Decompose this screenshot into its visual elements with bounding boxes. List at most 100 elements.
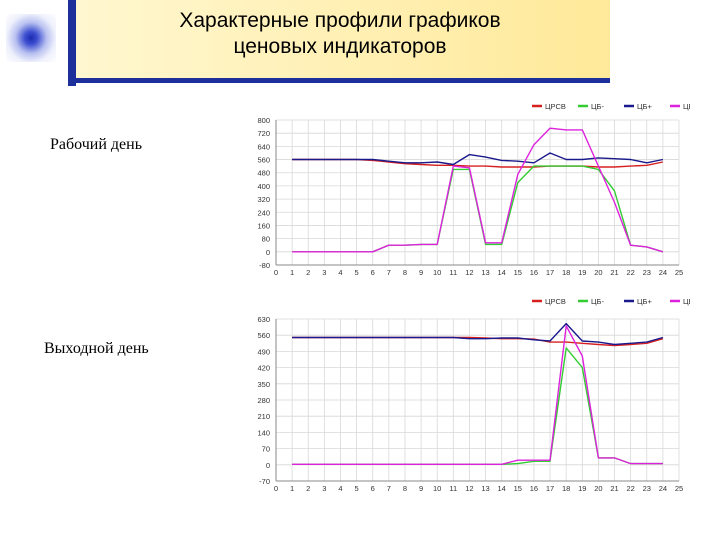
x-tick-label: 21 xyxy=(610,268,618,277)
x-tick-label: 9 xyxy=(419,268,423,277)
x-tick-label: 7 xyxy=(387,268,391,277)
page-title: Характерные профили графиков ценовых инд… xyxy=(100,8,580,60)
y-tick-label: 210 xyxy=(257,412,270,421)
y-tick-label: 560 xyxy=(257,156,270,165)
legend-label-ЦБР: ЦБР xyxy=(683,297,690,306)
x-tick-label: 10 xyxy=(433,484,441,493)
x-tick-label: 0 xyxy=(274,268,278,277)
x-tick-label: 13 xyxy=(481,268,489,277)
weekend-label: Выходной день xyxy=(44,340,149,357)
x-tick-label: 23 xyxy=(643,484,651,493)
y-tick-label: -80 xyxy=(259,261,270,270)
x-tick-label: 1 xyxy=(290,268,294,277)
x-tick-label: 24 xyxy=(659,484,667,493)
x-tick-label: 0 xyxy=(274,484,278,493)
x-tick-label: 12 xyxy=(465,268,473,277)
y-tick-label: 70 xyxy=(262,445,270,454)
x-tick-label: 22 xyxy=(626,484,634,493)
legend-label-ЦБ+: ЦБ+ xyxy=(637,297,652,306)
legend-label-ЦБ+: ЦБ+ xyxy=(637,102,652,111)
x-tick-label: 4 xyxy=(338,268,342,277)
series-line-ЦБ+ xyxy=(292,152,664,166)
y-tick-label: 0 xyxy=(266,461,270,470)
y-tick-label: 720 xyxy=(257,129,270,138)
x-tick-label: 6 xyxy=(371,484,375,493)
x-tick-label: 12 xyxy=(465,484,473,493)
x-tick-label: 3 xyxy=(322,484,326,493)
page-title-line1: Характерные профили графиков xyxy=(179,9,501,32)
bullet-ball-icon xyxy=(6,14,56,62)
x-tick-label: 23 xyxy=(643,268,651,277)
y-tick-label: 0 xyxy=(266,248,270,257)
x-tick-label: 14 xyxy=(498,484,506,493)
x-tick-label: 25 xyxy=(675,268,683,277)
x-tick-label: 25 xyxy=(675,484,683,493)
header-band xyxy=(76,0,610,78)
x-tick-label: 16 xyxy=(530,484,538,493)
legend-label-ЦРСВ: ЦРСВ xyxy=(545,102,566,111)
legend-label-ЦБ-: ЦБ- xyxy=(591,102,604,111)
x-tick-label: 15 xyxy=(514,484,522,493)
legend-label-ЦРСВ: ЦРСВ xyxy=(545,297,566,306)
x-tick-label: 20 xyxy=(594,268,602,277)
x-tick-label: 11 xyxy=(449,484,457,493)
x-tick-label: 15 xyxy=(514,268,522,277)
x-tick-label: 20 xyxy=(594,484,602,493)
y-tick-label: 480 xyxy=(257,169,270,178)
header-vertical-bar xyxy=(68,0,76,86)
y-tick-label: 420 xyxy=(257,364,270,373)
x-tick-label: 11 xyxy=(449,268,457,277)
y-tick-label: 80 xyxy=(262,235,270,244)
x-tick-label: 13 xyxy=(481,484,489,493)
y-tick-label: 280 xyxy=(257,396,270,405)
x-tick-label: 3 xyxy=(322,268,326,277)
x-tick-label: 14 xyxy=(498,268,506,277)
x-tick-label: 16 xyxy=(530,268,538,277)
y-tick-label: -70 xyxy=(259,477,270,486)
x-tick-label: 4 xyxy=(338,484,342,493)
y-tick-label: 490 xyxy=(257,347,270,356)
x-tick-label: 2 xyxy=(306,484,310,493)
x-tick-label: 24 xyxy=(659,268,667,277)
x-tick-label: 6 xyxy=(371,268,375,277)
x-tick-label: 5 xyxy=(355,484,359,493)
y-tick-label: 630 xyxy=(257,315,270,324)
y-tick-label: 320 xyxy=(257,195,270,204)
series-line-ЦРСВ xyxy=(292,158,664,168)
x-tick-label: 18 xyxy=(562,484,570,493)
y-tick-label: 640 xyxy=(257,142,270,151)
y-tick-label: 140 xyxy=(257,428,270,437)
legend-label-ЦБР: ЦБР xyxy=(683,102,690,111)
legend-label-ЦБ-: ЦБ- xyxy=(591,297,604,306)
x-tick-label: 22 xyxy=(626,268,634,277)
x-tick-label: 8 xyxy=(403,484,407,493)
x-tick-label: 5 xyxy=(355,268,359,277)
y-tick-label: 350 xyxy=(257,380,270,389)
series-line-ЦБР xyxy=(292,127,664,253)
series-line-ЦБ+ xyxy=(292,322,664,346)
x-tick-label: 17 xyxy=(546,484,554,493)
page-title-line2: ценовых индикаторов xyxy=(233,35,447,58)
header-horizontal-bar xyxy=(68,78,610,83)
x-tick-label: 9 xyxy=(419,484,423,493)
x-tick-label: 7 xyxy=(387,484,391,493)
x-tick-label: 10 xyxy=(433,268,441,277)
series-line-ЦБР xyxy=(292,325,663,466)
x-tick-label: 2 xyxy=(306,268,310,277)
y-tick-label: 240 xyxy=(257,208,270,217)
series-line-ЦБ- xyxy=(292,347,663,466)
x-tick-label: 17 xyxy=(546,268,554,277)
y-tick-label: 400 xyxy=(257,182,270,191)
y-tick-label: 560 xyxy=(257,331,270,340)
y-tick-label: 160 xyxy=(257,221,270,230)
workday-label: Рабочий день xyxy=(50,136,142,153)
x-tick-label: 21 xyxy=(610,484,618,493)
x-tick-label: 8 xyxy=(403,268,407,277)
x-tick-label: 18 xyxy=(562,268,570,277)
x-tick-label: 1 xyxy=(290,484,294,493)
x-tick-label: 19 xyxy=(578,268,586,277)
y-tick-label: 800 xyxy=(257,116,270,125)
x-tick-label: 19 xyxy=(578,484,586,493)
